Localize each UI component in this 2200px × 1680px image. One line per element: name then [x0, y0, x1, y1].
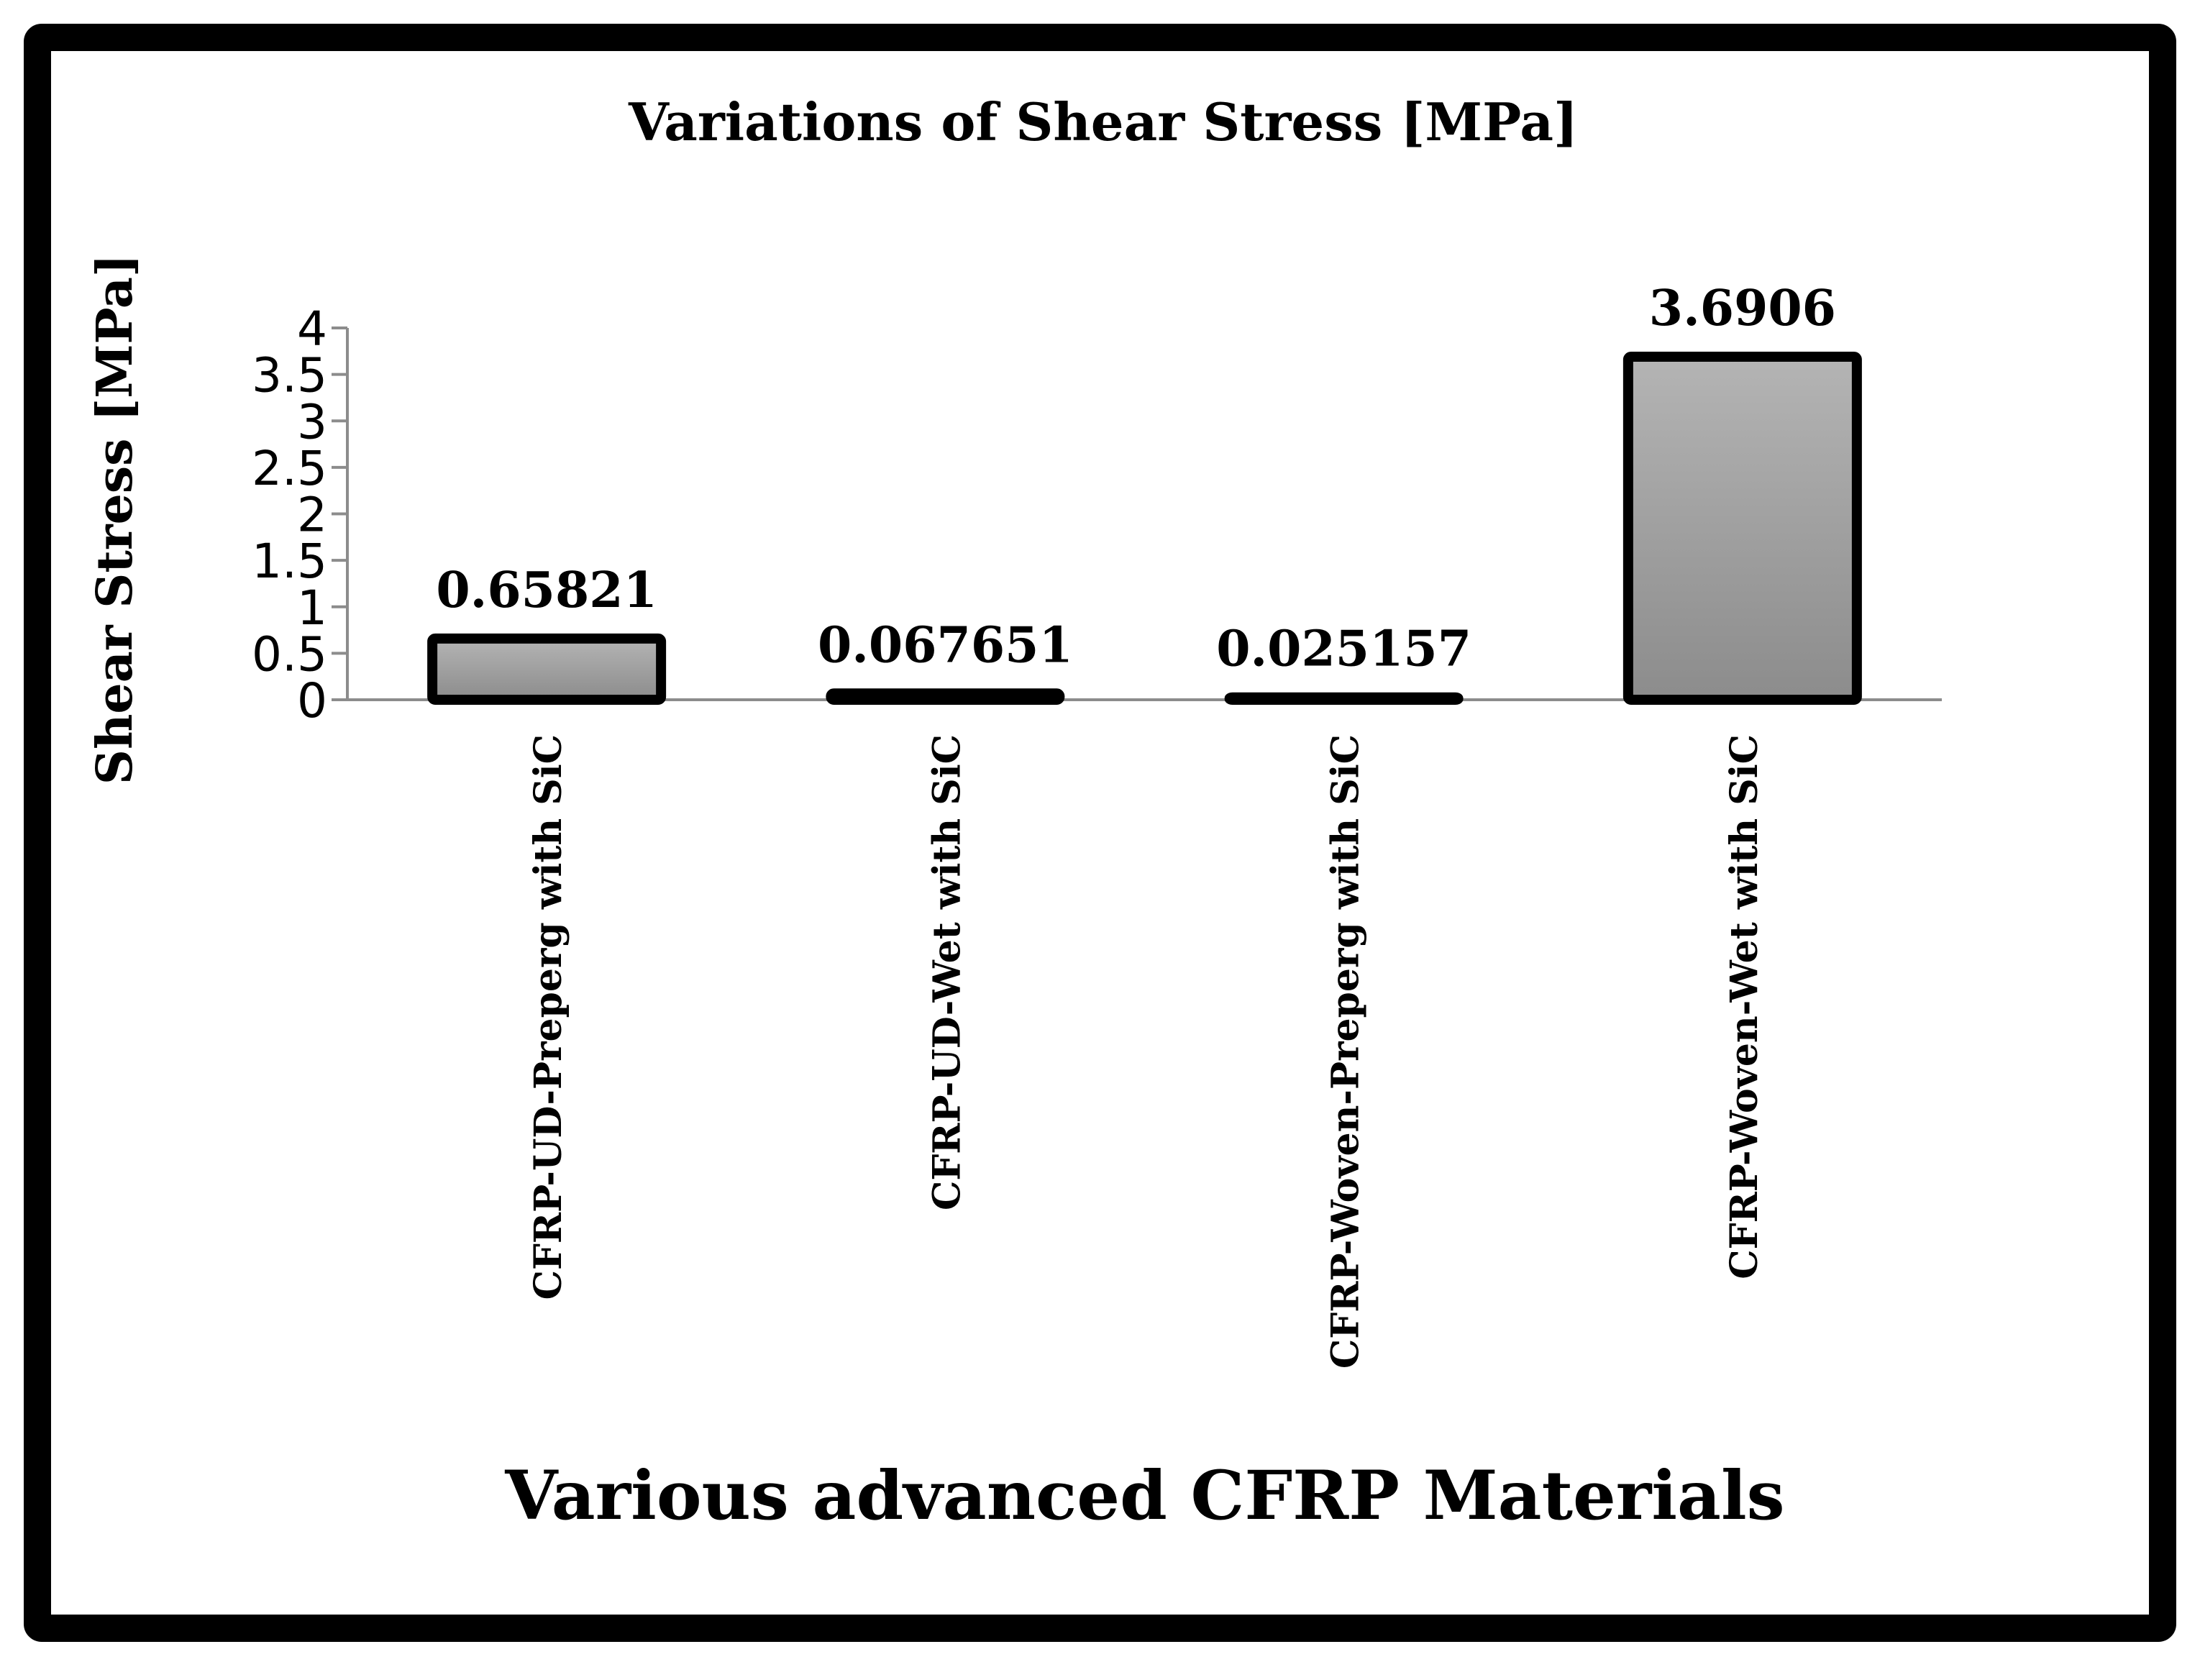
chart-frame [24, 24, 2176, 1642]
x-tick-label: CFRP-Woven-Wet with SiC [1722, 734, 1766, 1279]
bar [1622, 351, 1862, 705]
data-label: 0.65821 [436, 562, 657, 619]
bar [1224, 692, 1464, 706]
bar [427, 633, 667, 705]
y-tick-label: 3 [297, 394, 327, 449]
x-tick-label: CFRP-UD-Wet with SiC [925, 734, 969, 1210]
y-tick-label: 2 [297, 488, 327, 543]
y-tick-label: 0 [297, 673, 327, 729]
y-axis-label: Shear Stress [MPa] [86, 254, 144, 785]
y-tick-label: 0.5 [252, 626, 327, 682]
x-tick-label: CFRP-Woven-Preperg with SiC [1324, 734, 1368, 1369]
x-axis-title: Various advanced CFRP Materials [504, 1456, 1784, 1535]
data-label: 0.025157 [1216, 621, 1471, 678]
y-tick-label: 4 [297, 301, 327, 357]
y-tick-label: 2.5 [252, 441, 327, 496]
bar [826, 688, 1065, 705]
y-tick-label: 1 [297, 580, 327, 636]
data-label: 0.067651 [818, 616, 1073, 674]
data-label: 3.6906 [1649, 280, 1836, 337]
y-tick-label: 1.5 [252, 534, 327, 589]
chart-title: Variations of Shear Stress [MPa] [628, 91, 1578, 152]
x-tick-label: CFRP-UD-Preperg with SiC [526, 734, 570, 1300]
y-tick-label: 3.5 [252, 348, 327, 403]
